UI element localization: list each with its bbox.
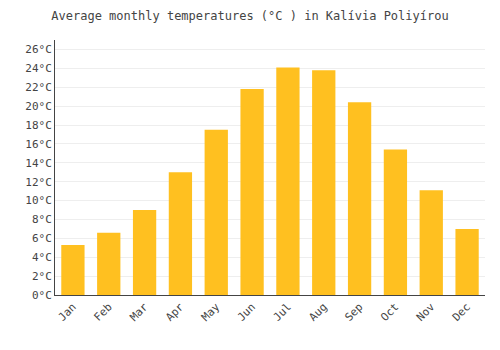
svg-text:26°C: 26°C: [25, 43, 52, 56]
svg-text:10°C: 10°C: [25, 194, 52, 207]
svg-text:14°C: 14°C: [25, 157, 52, 170]
svg-text:Mar: Mar: [127, 300, 151, 324]
svg-text:6°C: 6°C: [32, 232, 52, 245]
svg-text:Jan: Jan: [56, 301, 79, 324]
svg-text:22°C: 22°C: [25, 81, 52, 94]
svg-text:Jul: Jul: [271, 301, 294, 324]
svg-text:4°C: 4°C: [32, 251, 52, 264]
svg-text:Oct: Oct: [378, 301, 401, 324]
svg-text:8°C: 8°C: [32, 213, 52, 226]
svg-text:12°C: 12°C: [25, 176, 52, 189]
svg-text:0°C: 0°C: [32, 289, 52, 302]
svg-text:Aug: Aug: [307, 301, 330, 324]
svg-text:May: May: [199, 300, 223, 324]
svg-text:Jun: Jun: [235, 301, 258, 324]
svg-text:Feb: Feb: [92, 301, 115, 324]
svg-text:24°C: 24°C: [25, 62, 52, 75]
svg-text:Average monthly temperatures (: Average monthly temperatures (°C ) in Ka…: [51, 9, 448, 23]
svg-text:16°C: 16°C: [25, 138, 52, 151]
svg-text:Sep: Sep: [342, 301, 365, 324]
svg-text:Dec: Dec: [450, 301, 473, 324]
svg-text:Nov: Nov: [414, 300, 438, 324]
svg-text:20°C: 20°C: [25, 100, 52, 113]
svg-text:Apr: Apr: [163, 300, 187, 324]
svg-text:2°C: 2°C: [32, 270, 52, 283]
svg-text:18°C: 18°C: [25, 119, 52, 132]
